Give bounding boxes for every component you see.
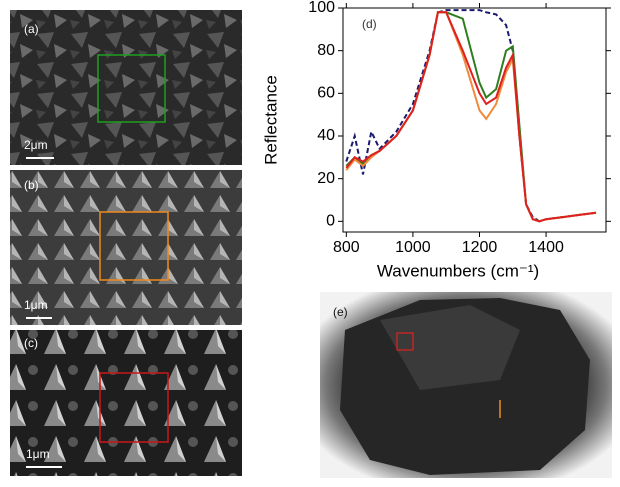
panel-b: (b) 1μm: [10, 170, 242, 325]
x-tick-label: 1000: [395, 239, 431, 256]
panel-e: (e): [320, 292, 612, 478]
panel-label: (e): [333, 305, 348, 319]
y-tick-label: 20: [317, 170, 335, 187]
panel-label: (c): [24, 336, 38, 350]
y-tick-label: 80: [317, 42, 335, 59]
y-tick-label: 40: [317, 127, 335, 144]
scale-label: 1μm: [26, 447, 50, 461]
scale-label: 1μm: [24, 298, 48, 312]
panel-label: (a): [24, 22, 39, 36]
y-tick-label: 0: [326, 213, 335, 230]
x-axis-title: Wavenumbers (cm⁻¹): [377, 261, 539, 280]
scale-label: 2μm: [24, 138, 48, 152]
y-tick-label: 60: [317, 85, 335, 102]
x-tick-label: 1200: [462, 239, 498, 256]
panel-c: (c) 1μm: [10, 330, 242, 476]
panel-a: (a) 2μm: [10, 10, 242, 165]
y-axis-title: Reflectance: [261, 75, 280, 165]
y-tick-label: 100: [308, 0, 335, 16]
x-tick-label: 800: [333, 239, 360, 256]
x-tick-label: 1400: [528, 239, 564, 256]
panel-label: (b): [24, 178, 39, 192]
plot-frame: [343, 8, 606, 232]
annotation: (d): [362, 17, 377, 31]
figure: (a) 2μm (b) 1μm (c) 1μm (e) (d) Wavenumb…: [0, 0, 620, 482]
